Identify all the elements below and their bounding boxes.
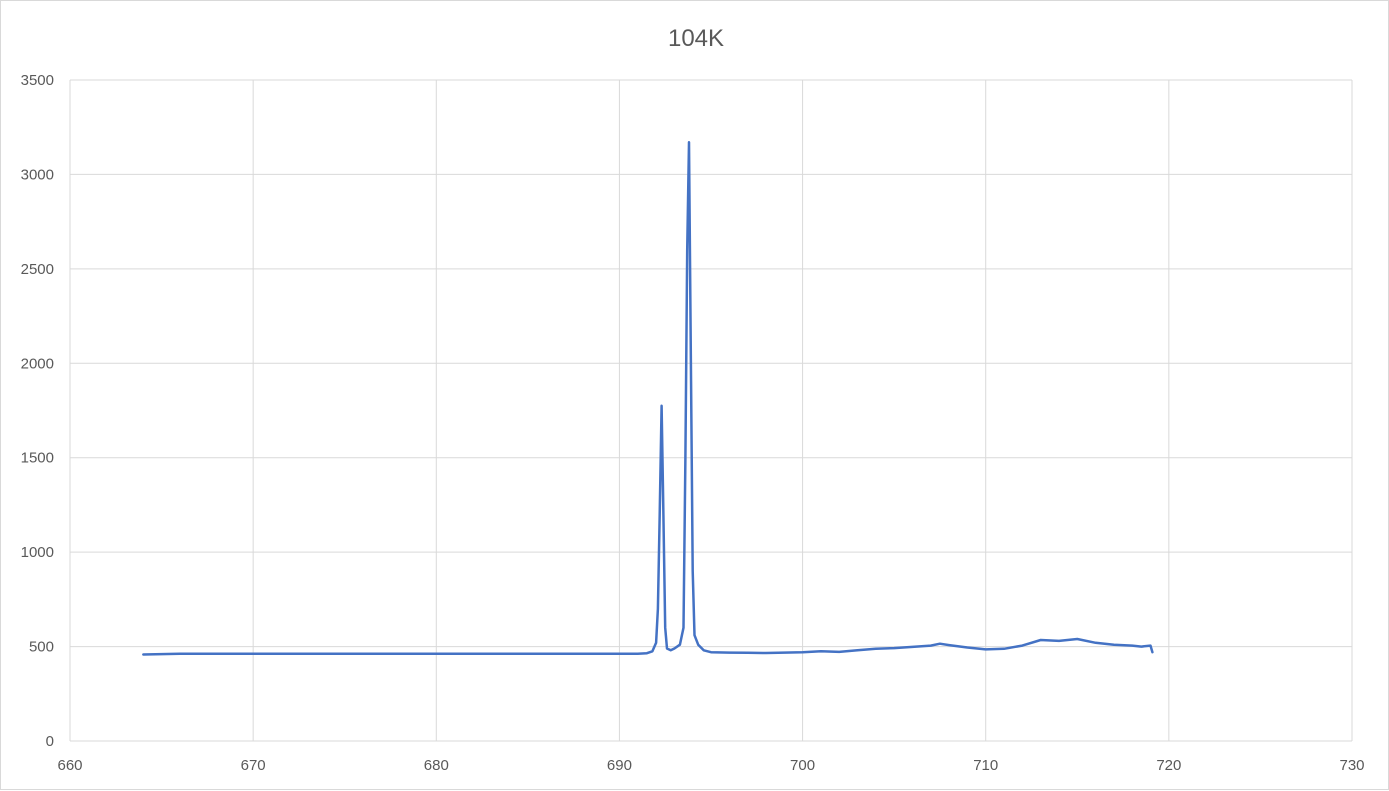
y-tick-label: 500: [29, 639, 54, 656]
x-tick-label: 660: [57, 757, 82, 774]
series-line: [142, 141, 1154, 656]
y-tick-label: 2000: [21, 355, 54, 372]
x-tick-label: 720: [1156, 757, 1181, 774]
chart-title: 104K: [668, 25, 724, 52]
y-tick-label: 1000: [21, 544, 54, 561]
y-tick-label: 2500: [21, 261, 54, 278]
y-tick-label: 3500: [21, 72, 54, 89]
y-tick-label: 0: [46, 733, 54, 750]
axes: 0 500 1000 1500 2000 2500 3000 3500 660 670 680 690…: [21, 72, 1365, 774]
x-tick-label: 680: [424, 757, 449, 774]
y-tick-label: 3000: [21, 166, 54, 183]
y-tick-label: 1500: [21, 450, 54, 467]
x-tick-label: 670: [241, 757, 266, 774]
series-layer: [142, 141, 1154, 656]
gridlines: [69, 79, 1353, 742]
x-tick-label: 700: [790, 757, 815, 774]
x-tick-label: 730: [1339, 757, 1364, 774]
x-tick-label: 710: [973, 757, 998, 774]
x-tick-label: 690: [607, 757, 632, 774]
